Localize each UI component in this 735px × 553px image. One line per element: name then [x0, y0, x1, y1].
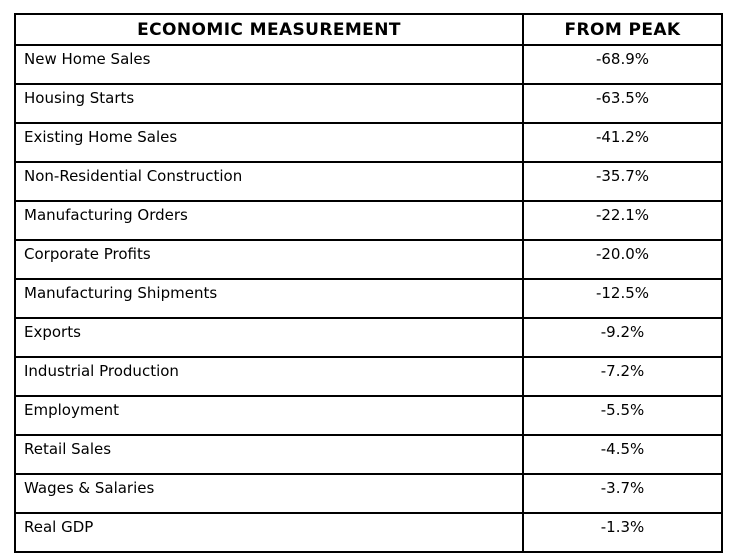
from-peak-cell: -12.5%: [522, 278, 723, 319]
table-row: Manufacturing Shipments -12.5%: [14, 278, 723, 319]
table-row: Employment -5.5%: [14, 395, 723, 436]
measurement-cell: Existing Home Sales: [14, 122, 524, 163]
from-peak-cell: -68.9%: [522, 44, 723, 85]
table-row: Industrial Production -7.2%: [14, 356, 723, 397]
table-row: Corporate Profits -20.0%: [14, 239, 723, 280]
measurement-cell: Wages & Salaries: [14, 473, 524, 514]
measurement-cell: Manufacturing Shipments: [14, 278, 524, 319]
table-row: Exports -9.2%: [14, 317, 723, 358]
from-peak-cell: -4.5%: [522, 434, 723, 475]
measurement-cell: Corporate Profits: [14, 239, 524, 280]
table-row: Manufacturing Orders -22.1%: [14, 200, 723, 241]
from-peak-cell: -3.7%: [522, 473, 723, 514]
measurement-cell: Retail Sales: [14, 434, 524, 475]
from-peak-cell: -63.5%: [522, 83, 723, 124]
economic-measurement-table: ECONOMIC MEASUREMENT FROM PEAK New Home …: [14, 13, 723, 553]
measurement-cell: Exports: [14, 317, 524, 358]
table-row: Housing Starts -63.5%: [14, 83, 723, 124]
table-row: Wages & Salaries -3.7%: [14, 473, 723, 514]
column-header-from-peak: FROM PEAK: [522, 13, 723, 46]
from-peak-cell: -9.2%: [522, 317, 723, 358]
table-row: New Home Sales -68.9%: [14, 44, 723, 85]
from-peak-cell: -20.0%: [522, 239, 723, 280]
header-row: ECONOMIC MEASUREMENT FROM PEAK: [14, 13, 723, 46]
from-peak-cell: -35.7%: [522, 161, 723, 202]
table-row: Non-Residential Construction -35.7%: [14, 161, 723, 202]
from-peak-cell: -22.1%: [522, 200, 723, 241]
column-header-economic-measurement: ECONOMIC MEASUREMENT: [14, 13, 524, 46]
table-row: Retail Sales -4.5%: [14, 434, 723, 475]
table-row: Real GDP -1.3%: [14, 512, 723, 553]
table-header: ECONOMIC MEASUREMENT FROM PEAK: [14, 13, 723, 46]
measurement-cell: Non-Residential Construction: [14, 161, 524, 202]
measurement-cell: Real GDP: [14, 512, 524, 553]
measurement-cell: Manufacturing Orders: [14, 200, 524, 241]
measurement-cell: New Home Sales: [14, 44, 524, 85]
table-row: Existing Home Sales -41.2%: [14, 122, 723, 163]
table-body: New Home Sales -68.9% Housing Starts -63…: [14, 44, 723, 553]
measurement-cell: Housing Starts: [14, 83, 524, 124]
from-peak-cell: -1.3%: [522, 512, 723, 553]
from-peak-cell: -5.5%: [522, 395, 723, 436]
measurement-cell: Employment: [14, 395, 524, 436]
from-peak-cell: -7.2%: [522, 356, 723, 397]
from-peak-cell: -41.2%: [522, 122, 723, 163]
measurement-cell: Industrial Production: [14, 356, 524, 397]
economic-measurement-table-container: ECONOMIC MEASUREMENT FROM PEAK New Home …: [14, 13, 723, 553]
